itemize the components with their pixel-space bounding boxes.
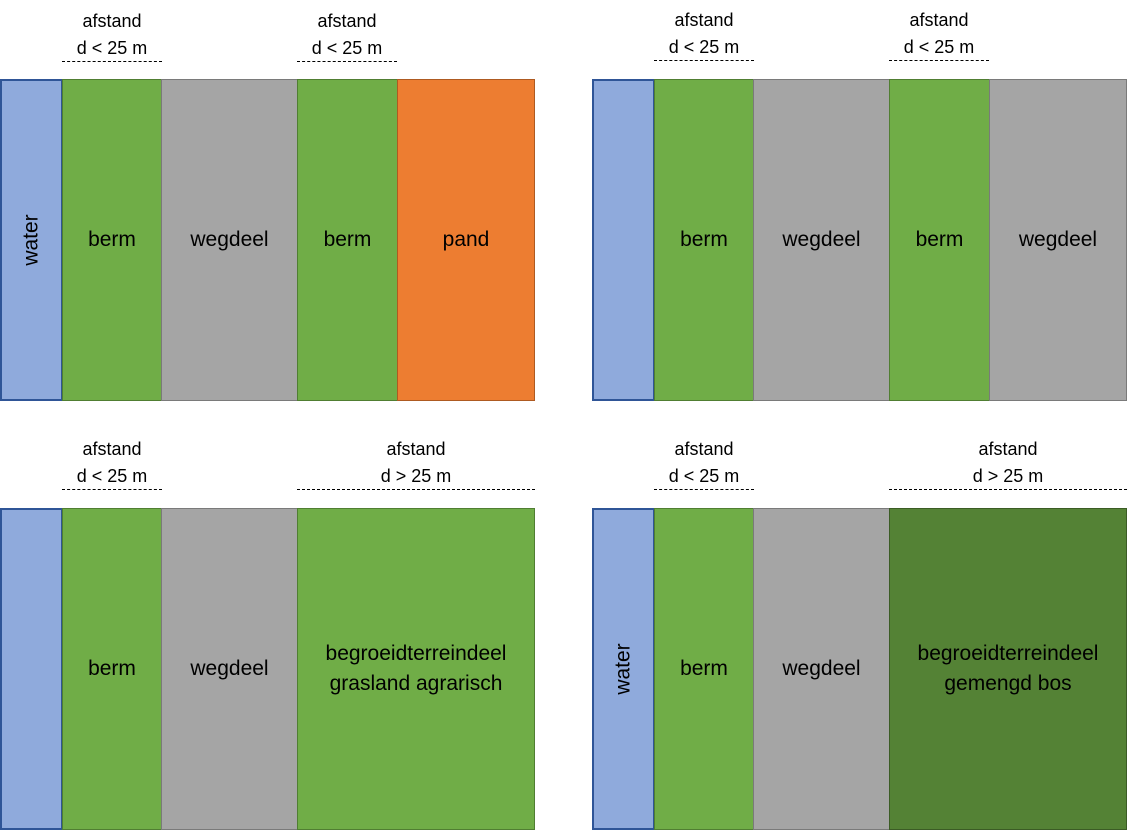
zone-pand: pand bbox=[397, 79, 535, 401]
zone-berm: berm bbox=[654, 79, 754, 401]
zone-begroeidterreindeel-grasland: begroeidterreindeel grasland agrarisch bbox=[297, 508, 535, 830]
panel-top-left: afstand d < 25 m afstand d < 25 m water … bbox=[0, 0, 536, 402]
distance-label: afstand d < 25 m bbox=[889, 7, 989, 61]
panel-top-right: afstand d < 25 m afstand d < 25 m berm w… bbox=[592, 0, 1127, 402]
zone-berm: berm bbox=[62, 79, 162, 401]
zone-berm: berm bbox=[654, 508, 754, 830]
panel-bottom-right: afstand d < 25 m afstand d > 25 m water … bbox=[592, 430, 1127, 831]
zone-water: water bbox=[592, 508, 655, 830]
zone-wegdeel: wegdeel bbox=[753, 79, 890, 401]
zone-wegdeel: wegdeel bbox=[161, 79, 298, 401]
zone-wegdeel: wegdeel bbox=[753, 508, 890, 830]
zone-wegdeel: wegdeel bbox=[989, 79, 1127, 401]
distance-label: afstand d > 25 m bbox=[297, 436, 535, 490]
distance-label: afstand d < 25 m bbox=[62, 436, 162, 490]
zone-berm: berm bbox=[62, 508, 162, 830]
distance-label: afstand d < 25 m bbox=[62, 8, 162, 62]
panel-bottom-left: afstand d < 25 m afstand d > 25 m berm w… bbox=[0, 430, 536, 831]
zone-water bbox=[592, 79, 655, 401]
zone-berm: berm bbox=[889, 79, 990, 401]
distance-label: afstand d < 25 m bbox=[654, 436, 754, 490]
distance-label: afstand d < 25 m bbox=[654, 7, 754, 61]
distance-label: afstand d < 25 m bbox=[297, 8, 397, 62]
distance-label: afstand d > 25 m bbox=[889, 436, 1127, 490]
zone-water: water bbox=[0, 79, 63, 401]
zone-berm: berm bbox=[297, 79, 398, 401]
zone-begroeidterreindeel-gemengd-bos: begroeidterreindeel gemengd bos bbox=[889, 508, 1127, 830]
zone-water bbox=[0, 508, 63, 830]
zone-wegdeel: wegdeel bbox=[161, 508, 298, 830]
